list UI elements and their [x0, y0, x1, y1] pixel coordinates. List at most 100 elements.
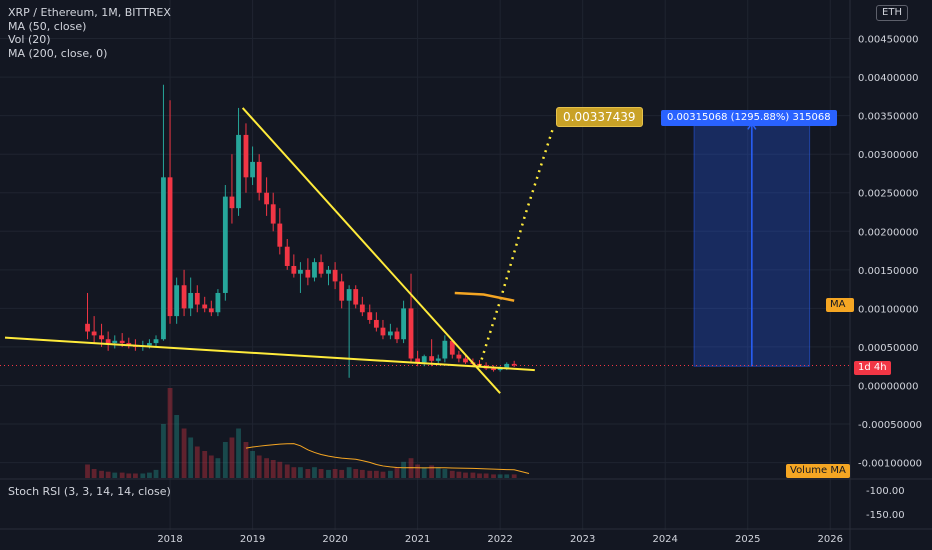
- time-tick-label: 2025: [735, 534, 760, 545]
- legend-symbol: XRP / Ethereum, 1M, BITTREX: [8, 6, 171, 19]
- price-tick-label: 0.00050000: [858, 343, 918, 354]
- volume-bar: [188, 437, 194, 478]
- volume-bar: [421, 467, 427, 478]
- volume-bar: [470, 472, 476, 478]
- volume-bar: [181, 428, 187, 478]
- candle-body: [85, 323, 90, 332]
- candle-body: [284, 246, 290, 266]
- volume-bar: [132, 473, 138, 478]
- volume-bar: [380, 471, 386, 478]
- candle-body: [456, 354, 462, 359]
- candle-body: [256, 161, 262, 193]
- volume-bar: [463, 472, 468, 478]
- volume-bar: [215, 458, 221, 478]
- price-tick-label: 0.00350000: [858, 112, 918, 123]
- legend-ma50[interactable]: MA (50, close): [8, 19, 87, 33]
- candle-body: [105, 339, 111, 344]
- legend-volume[interactable]: Vol (20): [8, 33, 51, 46]
- candle-body: [353, 289, 359, 305]
- volume-bar: [332, 469, 338, 478]
- candle-body: [373, 319, 379, 328]
- candle-body: [119, 340, 125, 344]
- candle-body: [339, 281, 345, 301]
- volume-bar: [194, 446, 200, 478]
- volume-bar: [153, 469, 159, 478]
- volume-bar: [387, 470, 393, 478]
- price-tick-label: 0.00250000: [858, 189, 918, 200]
- volume-bar: [277, 461, 283, 478]
- volume-bar: [339, 469, 345, 478]
- price-tick-label: 0.00000000: [858, 381, 918, 392]
- volume-bar: [394, 467, 400, 478]
- candle-body: [91, 331, 97, 336]
- volume-bar: [415, 464, 421, 478]
- volume-bar: [229, 437, 235, 478]
- volume-bar: [456, 471, 462, 478]
- candle-body: [401, 308, 406, 340]
- candle-body: [202, 304, 208, 309]
- currency-badge[interactable]: ETH: [876, 5, 908, 21]
- volume-bar: [511, 474, 517, 478]
- volume-bar: [91, 469, 97, 478]
- candle-body: [181, 285, 187, 309]
- volume-bar: [167, 388, 173, 478]
- volume-bar: [202, 451, 208, 478]
- volume-bar: [256, 455, 262, 478]
- candle-body: [312, 262, 317, 278]
- volume-bar: [270, 460, 276, 478]
- countdown-tag: 1d 4h: [854, 361, 891, 375]
- time-tick-label: 2020: [322, 534, 347, 545]
- time-tick-label: 2018: [157, 534, 182, 545]
- candle-body: [318, 262, 324, 274]
- candle-body: [174, 285, 180, 317]
- candle-body: [208, 308, 214, 313]
- candle-body: [270, 204, 276, 224]
- measure-label: 0.00315068 (1295.88%) 315068: [661, 110, 837, 126]
- candle-body: [215, 292, 221, 313]
- price-tick-label: 0.00300000: [858, 150, 918, 161]
- time-tick-label: 2021: [405, 534, 430, 545]
- volume-bar: [284, 464, 290, 478]
- price-tick-label: 0.00150000: [858, 266, 918, 277]
- target-price-label: 0.00337439: [556, 107, 643, 127]
- volume-bar: [401, 461, 406, 478]
- volume-bar: [264, 458, 270, 478]
- volume-bar: [119, 472, 125, 478]
- volume-bar: [208, 455, 214, 478]
- legend-ma200[interactable]: MA (200, close, 0): [8, 46, 108, 60]
- candle-body: [229, 196, 235, 209]
- candle-body: [126, 343, 132, 346]
- ma-line: [454, 291, 515, 302]
- stoch-rsi-label[interactable]: Stoch RSI (3, 3, 14, 14, close): [8, 485, 171, 498]
- candle-body: [305, 269, 311, 278]
- candle-body: [421, 356, 427, 363]
- volume-bar: [318, 469, 324, 478]
- candle-body: [387, 331, 393, 336]
- candle-body: [367, 312, 373, 320]
- volume-bar: [305, 469, 311, 478]
- candle-body: [491, 368, 496, 371]
- candle-body: [435, 358, 441, 361]
- volume-bar: [367, 470, 373, 478]
- volume-bar: [250, 451, 255, 478]
- lower-trendline: [4, 336, 535, 372]
- candle-body: [167, 177, 173, 317]
- volume-bar: [359, 469, 365, 478]
- volume-bar: [140, 473, 146, 478]
- time-tick-label: 2019: [240, 534, 265, 545]
- volume-bar: [126, 473, 132, 478]
- time-tick-label: 2023: [570, 534, 595, 545]
- volume-bar: [105, 471, 111, 478]
- candle-body: [511, 363, 517, 366]
- volume-bar: [236, 428, 241, 478]
- candle-body: [250, 161, 255, 178]
- price-tick-label: 0.00400000: [858, 73, 918, 84]
- volume-bar: [99, 470, 104, 478]
- volume-bar: [291, 467, 297, 478]
- candle-body: [188, 292, 194, 309]
- volume-bar: [491, 474, 496, 478]
- candle-body: [264, 192, 270, 205]
- candle-body: [497, 368, 503, 371]
- candle-body: [236, 134, 241, 209]
